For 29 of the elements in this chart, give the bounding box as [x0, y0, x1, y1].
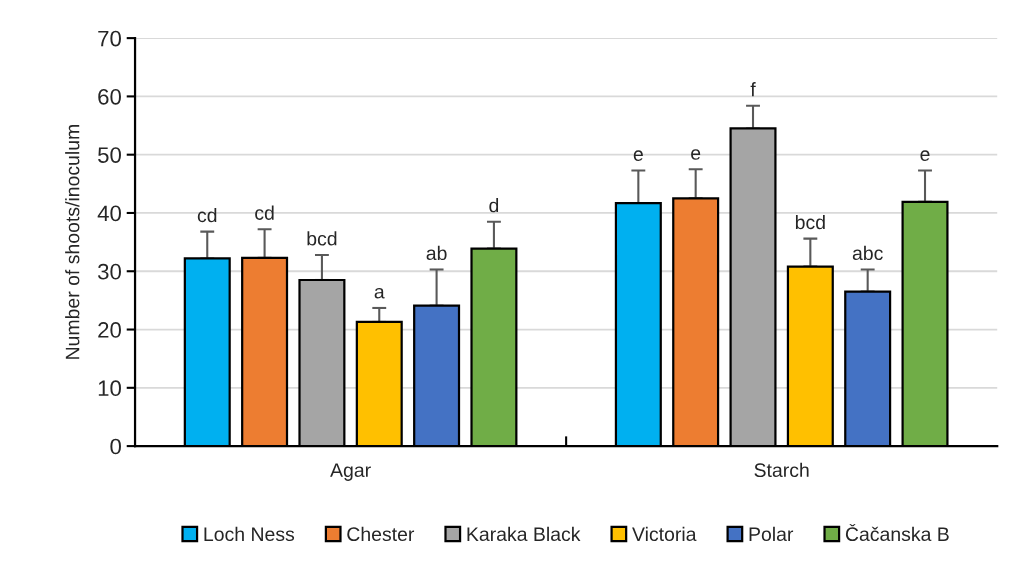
x-tick-label: Agar: [330, 463, 371, 481]
legend-label: Loch Ness: [204, 526, 295, 542]
data-label: cd: [255, 205, 274, 220]
legend-label: Karaka Black: [467, 526, 581, 542]
data-label: e: [920, 150, 930, 162]
y-tick-label: 40: [97, 205, 121, 222]
y-tick-label: 70: [98, 30, 121, 47]
y-tick-label: 20: [98, 322, 121, 338]
y-tick-label: 0: [110, 438, 121, 455]
data-label: e: [633, 150, 643, 162]
y-tick-label: 10: [98, 380, 121, 397]
y-tick-label: 60: [98, 88, 121, 105]
data-label: cd: [197, 207, 217, 223]
data-label: d: [489, 198, 499, 213]
data-label: ab: [426, 245, 447, 261]
legend-label: Victoria: [632, 526, 697, 542]
x-tick-label: Starch: [754, 462, 809, 478]
data-label: bcd: [795, 214, 825, 230]
data-label: abc: [852, 245, 883, 261]
y-tick-label: 30: [97, 263, 121, 280]
data-label: a: [374, 287, 385, 299]
y-tick-label: 50: [98, 147, 121, 163]
data-label: f: [750, 82, 756, 97]
legend-label: Čačanska B: [845, 523, 949, 542]
legend-label: Polar: [749, 526, 794, 542]
data-label: bcd: [307, 231, 337, 246]
legend-label: Chester: [347, 526, 415, 542]
y-axis-title: Number of shoots/inoculum: [65, 125, 80, 359]
data-label: e: [691, 149, 701, 160]
